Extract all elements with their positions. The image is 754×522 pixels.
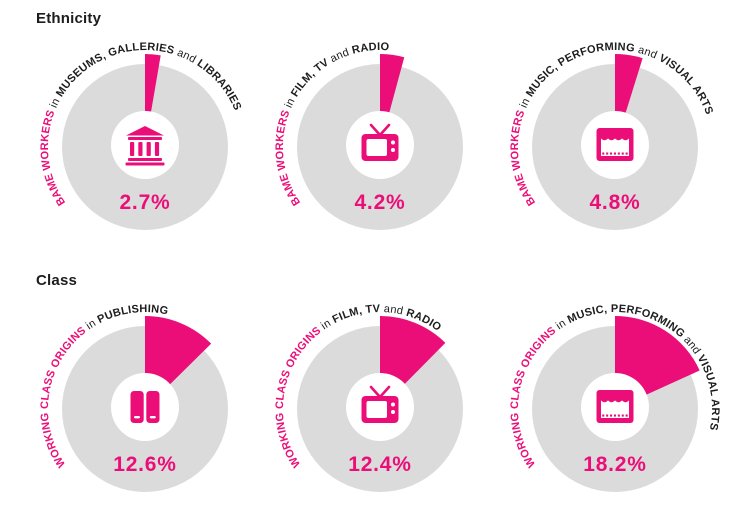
- chart-cell: 4.2% BAME WORKERS in FILM, TV and RADIO: [263, 33, 498, 250]
- percentage-value: 4.2%: [354, 191, 405, 214]
- donut-hole: [111, 111, 179, 179]
- ethnicity-section: Ethnicity 2.7% BAME WORKERS in MUSEUMS, G…: [0, 10, 754, 250]
- percentage-value: 4.8%: [589, 191, 640, 214]
- chart-cell: 12.4% WORKING CLASS ORIGINS in FILM, TV a…: [263, 295, 498, 512]
- tv-icon: [361, 123, 399, 161]
- donut-hole: [111, 373, 179, 441]
- donut-chart: 12.4%WORKING CLASS ORIGINS in FILM, TV a…: [274, 303, 463, 492]
- ethnicity-chart-row: 2.7% BAME WORKERS in MUSEUMS, GALLERIES a…: [0, 33, 754, 250]
- donut-chart: 18.2%WORKING CLASS ORIGINS in MUSIC, PER…: [509, 303, 721, 492]
- theater-icon: [596, 390, 634, 423]
- percentage-value: 12.4%: [348, 453, 412, 476]
- percentage-value: 12.6%: [113, 453, 177, 476]
- section-title-ethnicity: Ethnicity: [36, 10, 102, 27]
- books-icon: [130, 391, 160, 423]
- tv-icon: [361, 385, 399, 423]
- percentage-value: 18.2%: [583, 453, 647, 476]
- museum-icon: [125, 126, 165, 166]
- donut-chart: 4.2%BAME WORKERS in FILM, TV and RADIO: [274, 41, 463, 230]
- donut-chart: 2.7%BAME WORKERS in MUSEUMS, GALLERIES a…: [39, 41, 243, 230]
- chart-cell: 4.8% BAME WORKERS in MUSIC, PERFORMING an…: [498, 33, 733, 250]
- chart-cell: 12.6% WORKING CLASS ORIGINS in PUBLISHING: [28, 295, 263, 512]
- chart-cell: 18.2% WORKING CLASS ORIGINS in MUSIC, PER…: [498, 295, 733, 512]
- section-title-class: Class: [36, 272, 78, 289]
- theater-icon: [596, 128, 634, 161]
- class-chart-row: 12.6% WORKING CLASS ORIGINS in PUBLISHING…: [0, 295, 754, 512]
- donut-chart: 4.8%BAME WORKERS in MUSIC, PERFORMING an…: [509, 41, 715, 230]
- donut-chart: 12.6%WORKING CLASS ORIGINS in PUBLISHING: [39, 303, 228, 492]
- chart-cell: 2.7% BAME WORKERS in MUSEUMS, GALLERIES a…: [28, 33, 263, 250]
- class-section: Class 12.6% WORKING CLASS ORIGINS in PUBL…: [0, 272, 754, 512]
- percentage-value: 2.7%: [119, 191, 170, 214]
